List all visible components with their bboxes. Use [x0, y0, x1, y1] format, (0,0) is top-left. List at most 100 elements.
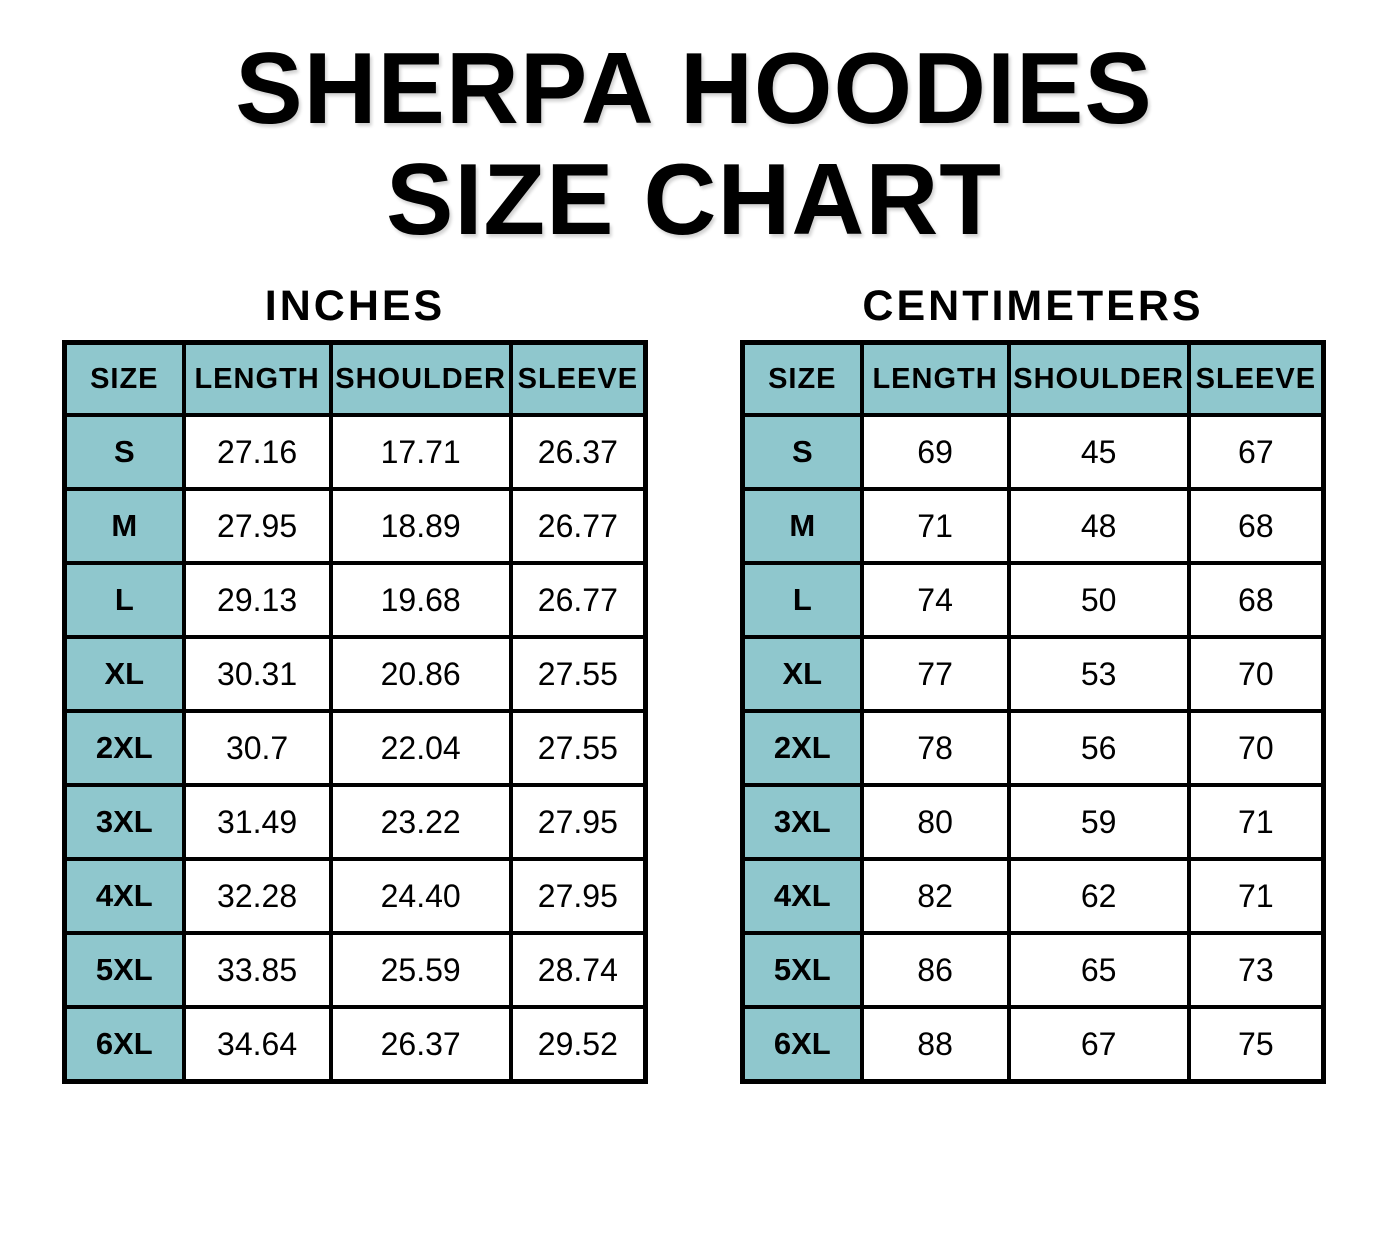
shoulder-value-cell: 22.04 [328, 709, 513, 788]
length-value-cell: 74 [859, 561, 1011, 640]
table-row: 5XL 33.85 25.59 28.74 [62, 931, 648, 1010]
shoulder-value-cell: 24.40 [328, 857, 513, 936]
header-row: SIZE LENGTH SHOULDER SLEEVE [740, 340, 1326, 418]
table-row: 2XL 30.7 22.04 27.55 [62, 709, 648, 788]
shoulder-value-cell: 48 [1006, 487, 1191, 566]
size-cell: 6XL [740, 1005, 864, 1084]
column-header-shoulder: SHOULDER [1006, 340, 1191, 418]
table-row: XL 30.31 20.86 27.55 [62, 635, 648, 714]
shoulder-value-cell: 26.37 [328, 1005, 513, 1084]
page-title-line1: SHERPA HOODIES [235, 33, 1153, 145]
size-cell: 3XL [740, 783, 864, 862]
size-cell: 5XL [62, 931, 186, 1010]
table-row: L 29.13 19.68 26.77 [62, 561, 648, 640]
length-value-cell: 77 [859, 635, 1011, 714]
length-value-cell: 34.64 [181, 1005, 333, 1084]
size-cell: 6XL [62, 1005, 186, 1084]
sleeve-value-cell: 29.52 [508, 1005, 648, 1084]
size-cell: 2XL [62, 709, 186, 788]
centimeters-table-section: CENTIMETERS SIZE LENGTH SHOULDER SLEEVE S 69 4… [740, 282, 1326, 1085]
shoulder-value-cell: 18.89 [328, 487, 513, 566]
size-cell: M [62, 487, 186, 566]
sleeve-value-cell: 68 [1186, 487, 1326, 566]
table-row: M 27.95 18.89 26.77 [62, 487, 648, 566]
length-value-cell: 88 [859, 1005, 1011, 1084]
sleeve-value-cell: 70 [1186, 709, 1326, 788]
size-cell: L [62, 561, 186, 640]
length-value-cell: 30.7 [181, 709, 333, 788]
table-row: L 74 50 68 [740, 561, 1326, 640]
sleeve-value-cell: 26.77 [508, 561, 648, 640]
header-row: SIZE LENGTH SHOULDER SLEEVE [62, 340, 648, 418]
column-header-length: LENGTH [181, 340, 333, 418]
sleeve-value-cell: 70 [1186, 635, 1326, 714]
table-row: 6XL 34.64 26.37 29.52 [62, 1005, 648, 1084]
page-title: SHERPA HOODIES SIZE CHART [0, 33, 1388, 256]
size-cell: M [740, 487, 864, 566]
shoulder-value-cell: 25.59 [328, 931, 513, 1010]
column-header-sleeve: SLEEVE [508, 340, 648, 418]
sleeve-value-cell: 68 [1186, 561, 1326, 640]
shoulder-value-cell: 59 [1006, 783, 1191, 862]
column-header-sleeve: SLEEVE [1186, 340, 1326, 418]
sleeve-value-cell: 28.74 [508, 931, 648, 1010]
shoulder-value-cell: 19.68 [328, 561, 513, 640]
sleeve-value-cell: 26.77 [508, 487, 648, 566]
length-value-cell: 31.49 [181, 783, 333, 862]
inches-table-section: INCHES SIZE LENGTH SHOULDER SLEEVE S 27.16 17.… [62, 282, 648, 1085]
shoulder-value-cell: 65 [1006, 931, 1191, 1010]
size-cell: 4XL [740, 857, 864, 936]
table-row: 3XL 80 59 71 [740, 783, 1326, 862]
inches-unit-label: INCHES [264, 282, 446, 331]
sleeve-value-cell: 27.55 [508, 709, 648, 788]
length-value-cell: 80 [859, 783, 1011, 862]
table-row: 5XL 86 65 73 [740, 931, 1326, 1010]
table-row: S 27.16 17.71 26.37 [62, 413, 648, 492]
size-cell: 4XL [62, 857, 186, 936]
length-value-cell: 27.95 [181, 487, 333, 566]
column-header-size: SIZE [740, 340, 864, 418]
size-cell: S [62, 413, 186, 492]
table-row: M 71 48 68 [740, 487, 1326, 566]
shoulder-value-cell: 23.22 [328, 783, 513, 862]
length-value-cell: 27.16 [181, 413, 333, 492]
sleeve-value-cell: 67 [1186, 413, 1326, 492]
inches-size-table: SIZE LENGTH SHOULDER SLEEVE S 27.16 17.71 26.37… [62, 340, 648, 1085]
size-cell: 5XL [740, 931, 864, 1010]
size-cell: XL [740, 635, 864, 714]
table-row: 2XL 78 56 70 [740, 709, 1326, 788]
shoulder-value-cell: 17.71 [328, 413, 513, 492]
shoulder-value-cell: 56 [1006, 709, 1191, 788]
length-value-cell: 33.85 [181, 931, 333, 1010]
sleeve-value-cell: 27.95 [508, 783, 648, 862]
shoulder-value-cell: 67 [1006, 1005, 1191, 1084]
table-row: XL 77 53 70 [740, 635, 1326, 714]
length-value-cell: 32.28 [181, 857, 333, 936]
size-cell: L [740, 561, 864, 640]
shoulder-value-cell: 62 [1006, 857, 1191, 936]
table-row: 4XL 32.28 24.40 27.95 [62, 857, 648, 936]
shoulder-value-cell: 50 [1006, 561, 1191, 640]
table-row: 3XL 31.49 23.22 27.95 [62, 783, 648, 862]
table-row: S 69 45 67 [740, 413, 1326, 492]
length-value-cell: 82 [859, 857, 1011, 936]
length-value-cell: 69 [859, 413, 1011, 492]
sleeve-value-cell: 26.37 [508, 413, 648, 492]
sleeve-value-cell: 27.95 [508, 857, 648, 936]
sleeve-value-cell: 75 [1186, 1005, 1326, 1084]
tables-row: INCHES SIZE LENGTH SHOULDER SLEEVE S 27.16 17.… [0, 282, 1388, 1085]
size-cell: XL [62, 635, 186, 714]
size-chart-page: SHERPA HOODIES SIZE CHART INCHES SIZE LEN… [0, 33, 1388, 1085]
shoulder-value-cell: 53 [1006, 635, 1191, 714]
centimeters-unit-label: CENTIMETERS [862, 282, 1204, 331]
length-value-cell: 78 [859, 709, 1011, 788]
length-value-cell: 29.13 [181, 561, 333, 640]
sleeve-value-cell: 71 [1186, 783, 1326, 862]
size-cell: 3XL [62, 783, 186, 862]
length-value-cell: 30.31 [181, 635, 333, 714]
shoulder-value-cell: 45 [1006, 413, 1191, 492]
length-value-cell: 86 [859, 931, 1011, 1010]
sleeve-value-cell: 71 [1186, 857, 1326, 936]
column-header-length: LENGTH [859, 340, 1011, 418]
shoulder-value-cell: 20.86 [328, 635, 513, 714]
